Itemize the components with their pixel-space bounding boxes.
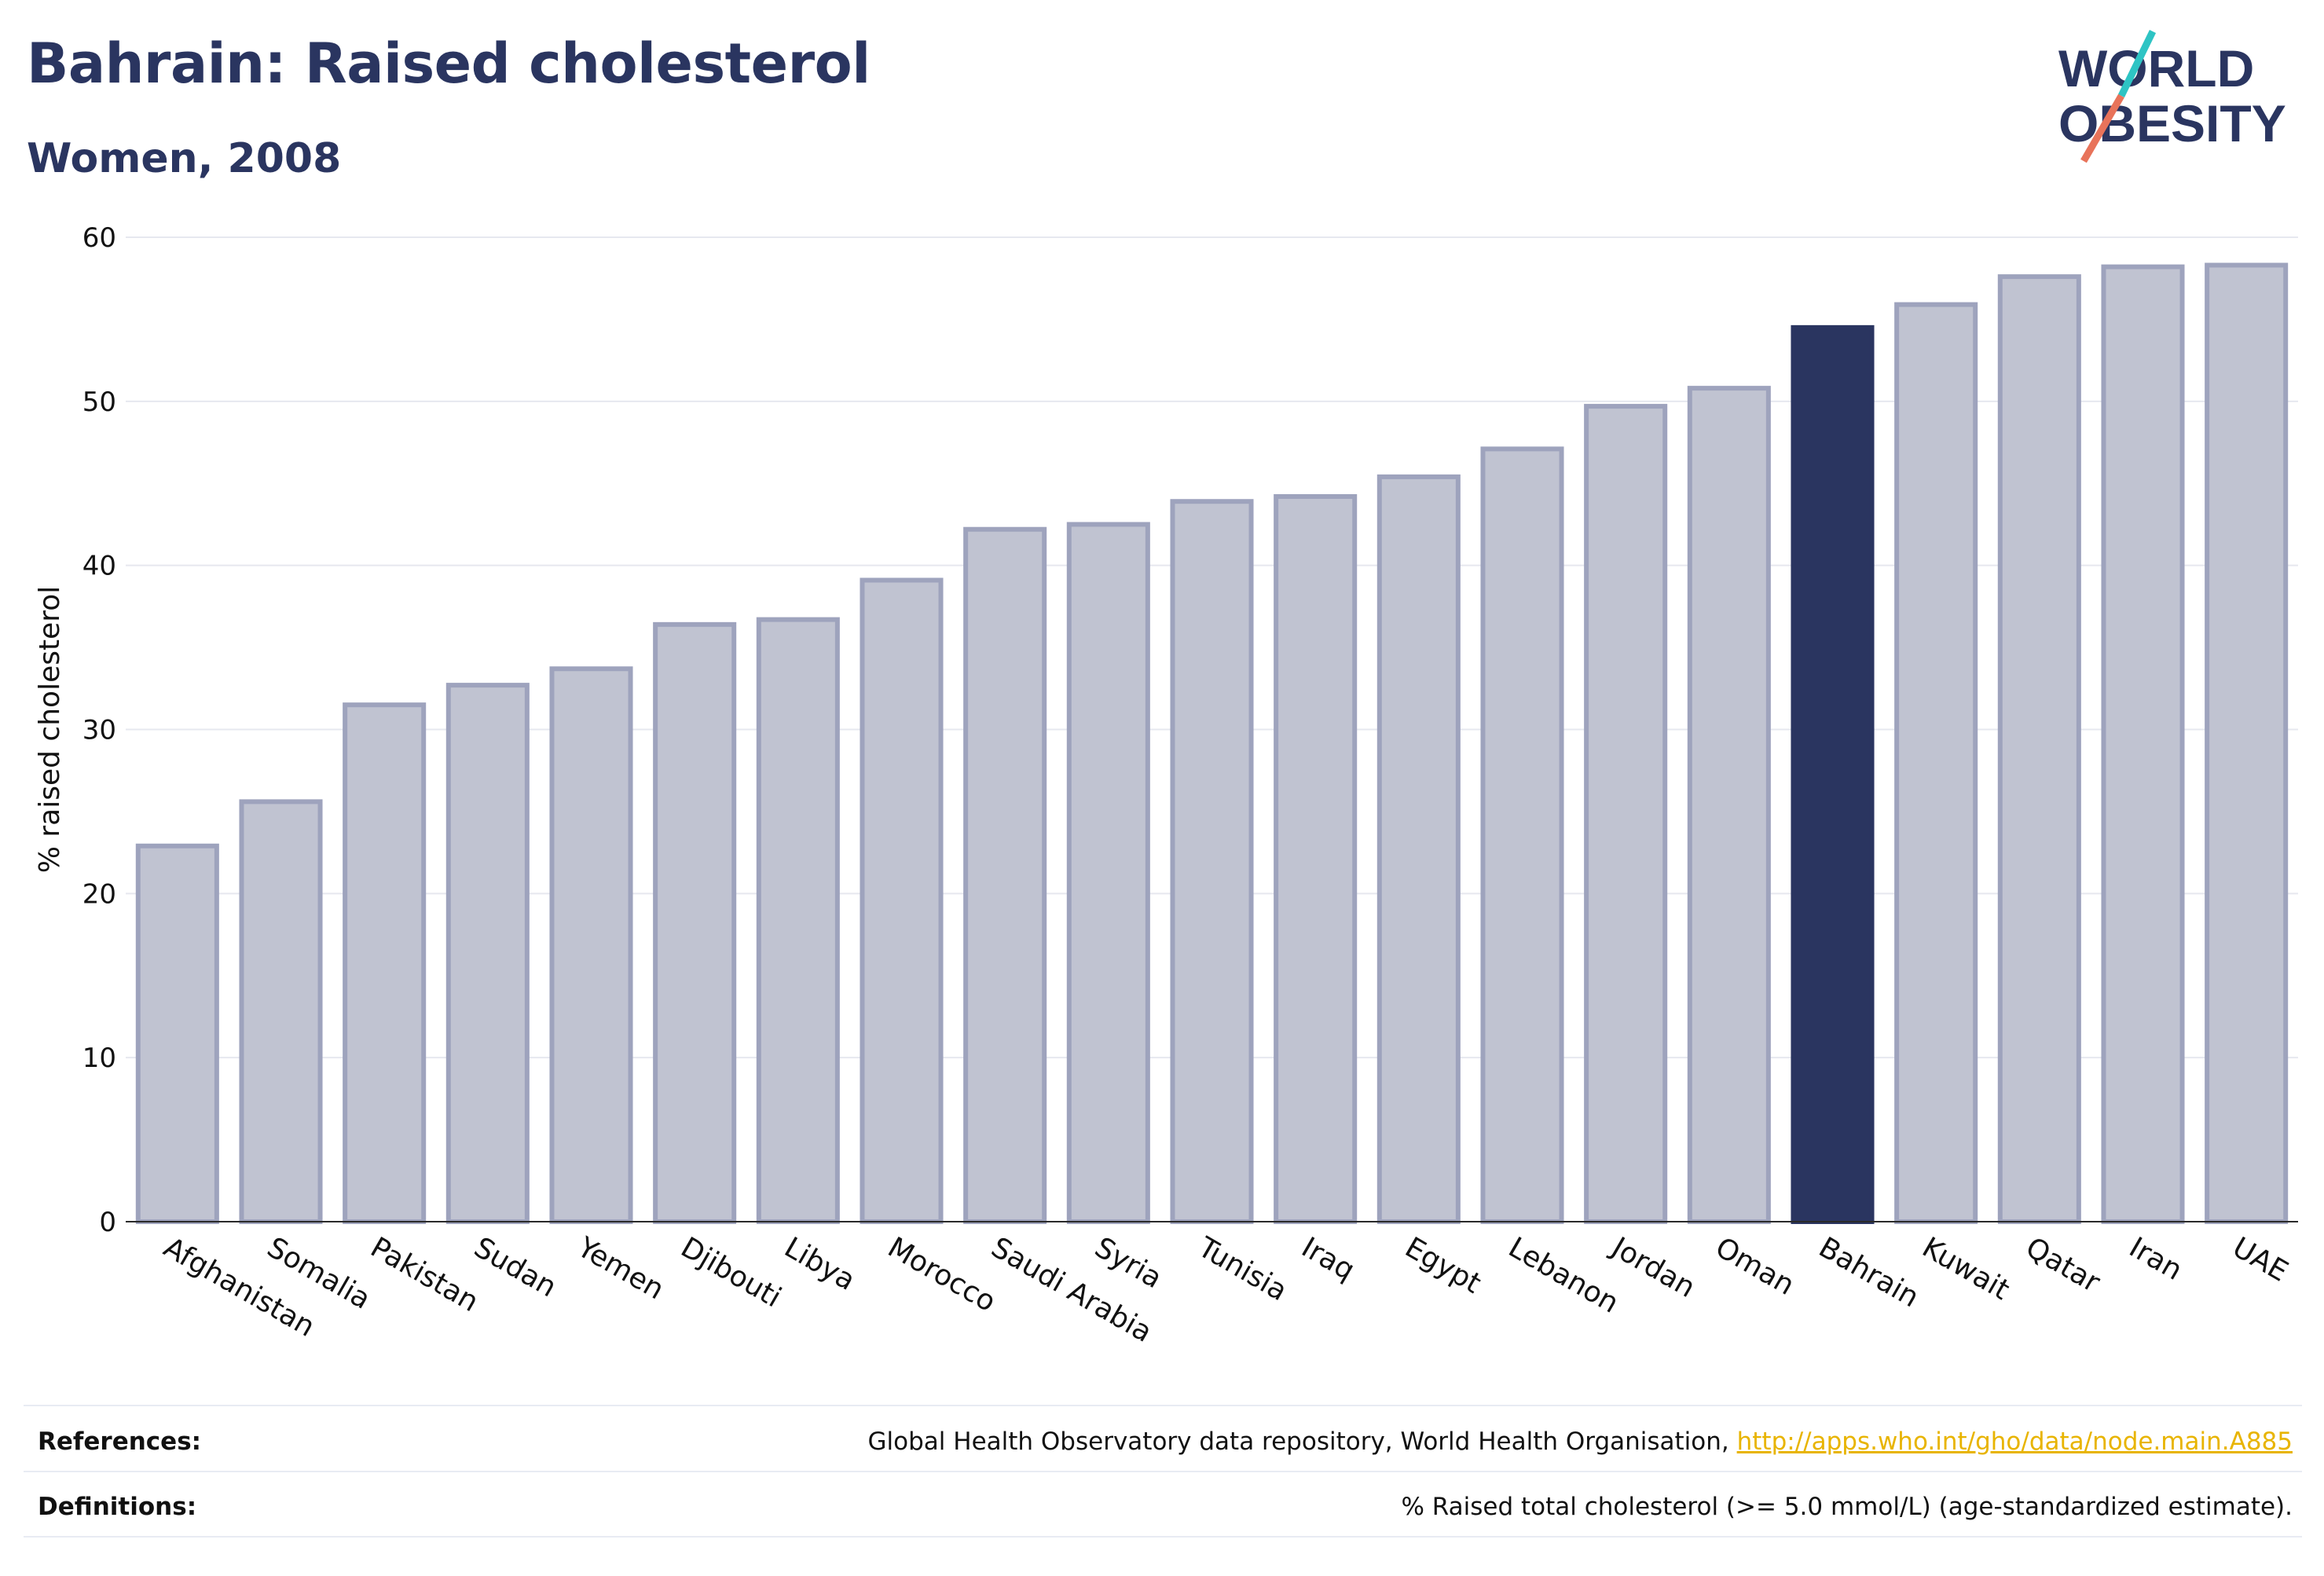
definitions-text: % Raised total cholesterol (>= 5.0 mmol/…	[1401, 1493, 2293, 1521]
logo-slash-top	[2117, 30, 2157, 97]
y-tick-label: 40	[82, 551, 116, 582]
references-link[interactable]: http://apps.who.int/gho/data/node.main.A…	[1736, 1428, 2293, 1456]
bar-tunisia	[1170, 499, 1254, 1224]
bar-djibouti	[653, 621, 737, 1224]
logo-line1: WORLD	[2058, 39, 2254, 97]
y-tick-label: 60	[82, 222, 116, 254]
y-tick-label: 20	[82, 878, 116, 910]
x-tick-label: UAE	[2227, 1231, 2293, 1288]
bar-somalia	[239, 799, 323, 1224]
bar-oman	[1687, 386, 1771, 1224]
bar-sudan	[445, 683, 530, 1224]
bar-kuwait	[1894, 302, 1978, 1224]
bar-morocco	[860, 577, 944, 1224]
y-tick-label: 0	[99, 1207, 116, 1238]
references-value: Global Health Observatory data repositor…	[868, 1428, 2293, 1456]
x-tick-label: Lebanon	[1503, 1231, 1624, 1320]
x-tick-label: Yemen	[571, 1231, 669, 1307]
x-tick-label: Morocco	[882, 1231, 1001, 1318]
x-tick-label: Djibouti	[676, 1231, 786, 1314]
bar-libya	[756, 617, 840, 1224]
x-tick-label: Pakistan	[365, 1231, 484, 1318]
y-tick-label: 30	[82, 715, 116, 746]
bar-saudi-arabia	[963, 526, 1047, 1224]
bar-lebanon	[1480, 446, 1564, 1224]
x-tick-label: Qatar	[2020, 1231, 2105, 1299]
x-tick-label: Bahrain	[1813, 1231, 1924, 1314]
x-tick-label: Iraq	[1296, 1231, 1360, 1287]
bar-iran	[2101, 264, 2185, 1225]
x-tick-label: Libya	[779, 1231, 860, 1297]
page-title: Bahrain: Raised cholesterol	[27, 31, 871, 96]
logo-slash-bottom	[2080, 93, 2124, 163]
bar-uae	[2205, 262, 2289, 1224]
definitions-row: Definitions: % Raised total cholesterol …	[38, 1475, 2293, 1538]
x-tick-label: Tunisia	[1192, 1231, 1292, 1307]
x-tick-label: Iran	[2124, 1231, 2187, 1287]
y-axis-ticks: 0 10 20 30 40 50 60	[82, 222, 116, 1238]
footer-divider-top	[24, 1405, 2302, 1406]
x-tick-label: Egypt	[1399, 1231, 1486, 1299]
chart-bars	[135, 262, 2289, 1225]
bar-chart: 0 10 20 30 40 50 60 AfghanistanSomaliaPakistan…	[34, 222, 2298, 1349]
definitions-label: Definitions:	[38, 1493, 197, 1521]
bar-iraq	[1274, 493, 1358, 1224]
y-tick-label: 50	[82, 387, 116, 418]
bar-jordan	[1584, 404, 1668, 1224]
bar-bahrain	[1791, 324, 1875, 1225]
x-tick-label: Sudan	[468, 1231, 562, 1303]
references-row: References: Global Health Observatory da…	[38, 1410, 2293, 1473]
footer-divider-bottom	[24, 1536, 2302, 1538]
bar-pakistan	[343, 702, 427, 1224]
y-axis-label: % raised cholesterol	[34, 586, 66, 874]
references-label: References:	[38, 1428, 202, 1456]
bar-yemen	[549, 666, 633, 1224]
x-tick-label: Syria	[1089, 1231, 1167, 1295]
footer-divider-mid	[24, 1471, 2302, 1472]
references-text: Global Health Observatory data repositor…	[867, 1428, 1737, 1456]
bar-syria	[1066, 522, 1150, 1224]
page-subtitle: Women, 2008	[27, 135, 342, 182]
x-tick-label: Kuwait	[1917, 1231, 2015, 1307]
bar-qatar	[1997, 274, 2081, 1224]
y-tick-label: 10	[82, 1043, 116, 1074]
world-obesity-logo: WORLD OBESITY	[2058, 30, 2286, 163]
bar-egypt	[1376, 474, 1461, 1224]
x-tick-label: Oman	[1710, 1231, 1799, 1302]
bar-afghanistan	[135, 843, 219, 1224]
